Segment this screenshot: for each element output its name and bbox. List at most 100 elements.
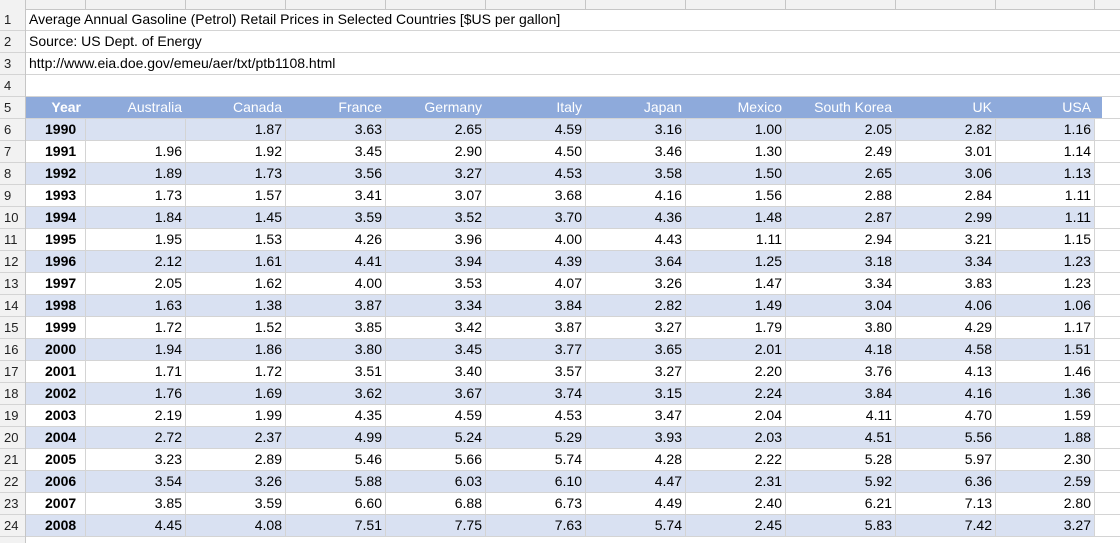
price-cell[interactable]: 5.97 (896, 449, 996, 470)
price-cell[interactable]: 3.21 (896, 229, 996, 250)
price-cell[interactable]: 1.86 (186, 339, 286, 360)
title-row[interactable]: Average Annual Gasoline (Petrol) Retail … (26, 9, 1120, 31)
price-cell[interactable]: 1.57 (186, 185, 286, 206)
price-cell[interactable]: 4.16 (586, 185, 686, 206)
price-cell[interactable]: 3.53 (386, 273, 486, 294)
price-cell[interactable]: 2.03 (686, 427, 786, 448)
row-number[interactable]: 21 (0, 449, 25, 471)
price-cell[interactable]: 7.51 (286, 515, 386, 536)
price-cell[interactable]: 1.48 (686, 207, 786, 228)
year-cell[interactable]: 1995 (26, 229, 86, 250)
price-cell[interactable]: 4.59 (386, 405, 486, 426)
row-number[interactable]: 24 (0, 515, 25, 537)
price-cell[interactable]: 3.67 (386, 383, 486, 404)
price-cell[interactable]: 3.26 (586, 273, 686, 294)
price-cell[interactable]: 6.21 (786, 493, 896, 514)
table-row[interactable]: 1995 1.95 1.53 4.26 3.96 4.00 4.43 1.11 2.94 3.21… (26, 229, 1120, 251)
year-cell[interactable]: 1992 (26, 163, 86, 184)
row-number[interactable]: 17 (0, 361, 25, 383)
year-cell[interactable]: 2004 (26, 427, 86, 448)
year-cell[interactable]: 2005 (26, 449, 86, 470)
price-cell[interactable]: 3.42 (386, 317, 486, 338)
table-row[interactable]: 2006 3.54 3.26 5.88 6.03 6.10 4.47 2.31 5.92 6.36… (26, 471, 1120, 493)
price-cell[interactable]: 3.07 (386, 185, 486, 206)
price-cell[interactable]: 2.05 (86, 273, 186, 294)
year-cell[interactable]: 1993 (26, 185, 86, 206)
price-cell[interactable]: 1.36 (996, 383, 1095, 404)
source-row[interactable]: Source: US Dept. of Energy (26, 31, 1120, 53)
source-note[interactable]: Source: US Dept. of Energy (29, 33, 202, 49)
price-cell[interactable]: 2.72 (86, 427, 186, 448)
price-cell[interactable]: 3.57 (486, 361, 586, 382)
price-cell[interactable]: 7.63 (486, 515, 586, 536)
price-cell[interactable]: 2.24 (686, 383, 786, 404)
price-cell[interactable]: 5.88 (286, 471, 386, 492)
table-row[interactable]: 1992 1.89 1.73 3.56 3.27 4.53 3.58 1.50 2.65 3.06… (26, 163, 1120, 185)
price-cell[interactable]: 2.12 (86, 251, 186, 272)
year-cell[interactable]: 1990 (26, 119, 86, 140)
price-cell[interactable]: 3.64 (586, 251, 686, 272)
price-cell[interactable]: 3.59 (286, 207, 386, 228)
price-cell[interactable]: 1.51 (996, 339, 1095, 360)
price-cell[interactable]: 4.06 (896, 295, 996, 316)
price-cell[interactable]: 1.92 (186, 141, 286, 162)
price-cell[interactable]: 7.75 (386, 515, 486, 536)
price-cell[interactable]: 1.13 (996, 163, 1095, 184)
price-cell[interactable]: 3.94 (386, 251, 486, 272)
price-cell[interactable]: 3.80 (286, 339, 386, 360)
table-row[interactable]: 1996 2.12 1.61 4.41 3.94 4.39 3.64 1.25 3.18 3.34… (26, 251, 1120, 273)
price-cell[interactable]: 4.35 (286, 405, 386, 426)
price-cell[interactable]: 4.11 (786, 405, 896, 426)
row-number[interactable]: 22 (0, 471, 25, 493)
price-cell[interactable]: 1.53 (186, 229, 286, 250)
price-cell[interactable]: 1.84 (86, 207, 186, 228)
price-cell[interactable]: 2.82 (586, 295, 686, 316)
price-cell[interactable]: 3.47 (586, 405, 686, 426)
price-cell[interactable]: 2.20 (686, 361, 786, 382)
price-cell[interactable]: 4.45 (86, 515, 186, 536)
price-cell[interactable]: 4.53 (486, 163, 586, 184)
price-cell[interactable]: 1.62 (186, 273, 286, 294)
price-cell[interactable]: 1.96 (86, 141, 186, 162)
price-cell[interactable]: 1.25 (686, 251, 786, 272)
price-cell[interactable]: 3.27 (586, 361, 686, 382)
year-cell[interactable]: 2001 (26, 361, 86, 382)
price-cell[interactable]: 3.62 (286, 383, 386, 404)
price-cell[interactable]: 1.00 (686, 119, 786, 140)
price-cell[interactable]: 3.76 (786, 361, 896, 382)
price-cell[interactable]: 3.74 (486, 383, 586, 404)
row-number[interactable]: 18 (0, 383, 25, 405)
column-header-germany[interactable]: Germany (386, 97, 486, 118)
price-cell[interactable]: 3.80 (786, 317, 896, 338)
price-cell[interactable]: 3.83 (896, 273, 996, 294)
column-header-italy[interactable]: Italy (486, 97, 586, 118)
price-cell[interactable]: 4.43 (586, 229, 686, 250)
price-cell[interactable]: 1.23 (996, 251, 1095, 272)
spreadsheet-grid[interactable]: Average Annual Gasoline (Petrol) Retail … (26, 9, 1120, 543)
price-cell[interactable]: 4.51 (786, 427, 896, 448)
row-number[interactable]: 15 (0, 317, 25, 339)
price-cell[interactable]: 1.11 (686, 229, 786, 250)
table-row[interactable]: 1994 1.84 1.45 3.59 3.52 3.70 4.36 1.48 2.87 2.99… (26, 207, 1120, 229)
price-cell[interactable]: 1.50 (686, 163, 786, 184)
price-cell[interactable]: 1.59 (996, 405, 1095, 426)
price-cell[interactable]: 3.87 (486, 317, 586, 338)
price-cell[interactable]: 3.63 (286, 119, 386, 140)
column-header-mexico[interactable]: Mexico (686, 97, 786, 118)
price-cell[interactable]: 3.93 (586, 427, 686, 448)
row-number[interactable]: 4 (0, 75, 25, 97)
price-cell[interactable]: 4.00 (286, 273, 386, 294)
price-cell[interactable]: 3.51 (286, 361, 386, 382)
year-cell[interactable]: 1999 (26, 317, 86, 338)
price-cell[interactable]: 2.88 (786, 185, 896, 206)
price-cell[interactable]: 6.36 (896, 471, 996, 492)
price-cell[interactable]: 3.54 (86, 471, 186, 492)
row-number[interactable]: 2 (0, 31, 25, 53)
price-cell[interactable]: 3.27 (586, 317, 686, 338)
row-number[interactable]: 8 (0, 163, 25, 185)
price-cell[interactable]: 1.11 (996, 185, 1095, 206)
row-number[interactable]: 12 (0, 251, 25, 273)
price-cell[interactable]: 1.38 (186, 295, 286, 316)
price-cell[interactable]: 1.45 (186, 207, 286, 228)
price-cell[interactable]: 4.29 (896, 317, 996, 338)
